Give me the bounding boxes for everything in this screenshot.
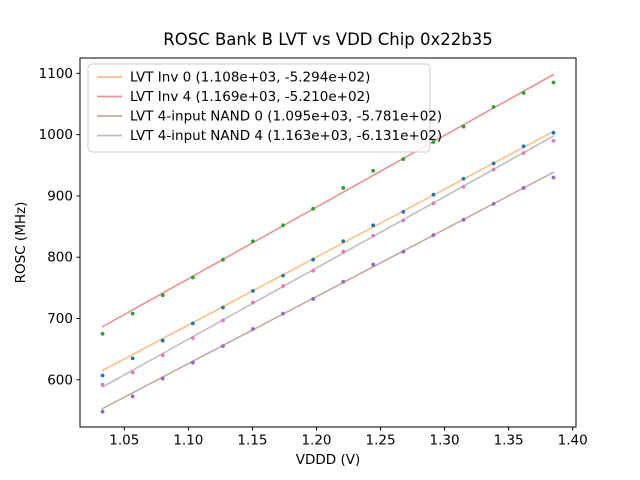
- x-tick-label: 1.20: [301, 433, 331, 449]
- data-point: [431, 201, 436, 206]
- data-point: [491, 161, 496, 166]
- axes-layer: 1.05 1.10 1.15 1.20 1.25 1.30 1.35 1.40 600 700 80…: [39, 57, 588, 449]
- x-tick-label: 1.05: [109, 433, 139, 449]
- data-point: [160, 338, 165, 343]
- data-point: [160, 376, 165, 381]
- legend: LVT Inv 0 (1.108e+03, -5.294e+02) LVT Inv…: [87, 63, 442, 153]
- data-point: [251, 289, 255, 293]
- legend-label: LVT 4-input NAND 0 (1.095e+03, -5.781e+0…: [130, 109, 442, 125]
- legend-label: LVT 4-input NAND 4 (1.163e+03, -6.131e+0…: [130, 128, 442, 144]
- data-point: [281, 311, 285, 316]
- data-point: [341, 186, 346, 190]
- chart-title: ROSC Bank B LVT vs VDD Chip 0x22b35: [163, 30, 493, 49]
- y-tick-label: 900: [47, 188, 73, 204]
- data-point: [100, 373, 105, 378]
- data-point: [130, 370, 135, 375]
- data-point: [311, 206, 316, 211]
- data-point: [251, 327, 255, 331]
- data-point: [190, 321, 195, 326]
- x-tick-label: 1.35: [494, 433, 524, 449]
- data-point: [100, 382, 105, 387]
- data-point: [521, 186, 526, 190]
- fit-line: [101, 73, 555, 328]
- fit-lines-layer: [101, 73, 555, 410]
- data-point: [221, 344, 225, 348]
- data-point: [431, 233, 436, 238]
- data-point: [160, 293, 165, 298]
- data-point: [251, 239, 255, 244]
- data-point: [371, 233, 376, 238]
- legend-label: LVT Inv 0 (1.108e+03, -5.294e+02): [130, 70, 370, 86]
- data-point: [401, 218, 406, 223]
- data-point: [130, 356, 135, 361]
- data-point: [190, 360, 195, 365]
- data-point: [491, 167, 496, 172]
- data-point: [401, 157, 406, 162]
- data-point: [461, 217, 466, 222]
- data-point: [371, 223, 376, 228]
- data-point: [401, 249, 406, 254]
- data-point: [221, 305, 225, 310]
- fit-line: [101, 130, 555, 372]
- y-tick-label: 700: [47, 311, 73, 327]
- data-point: [551, 175, 556, 180]
- scatter-points-layer: [100, 80, 556, 414]
- y-tick-label: 600: [47, 372, 73, 388]
- x-tick-label: 1.15: [237, 433, 267, 449]
- data-point: [130, 394, 135, 399]
- data-point: [371, 168, 376, 173]
- data-point: [190, 275, 195, 280]
- data-point: [431, 192, 436, 197]
- data-point: [551, 80, 556, 85]
- data-point: [100, 409, 105, 414]
- data-point: [311, 296, 316, 301]
- data-point: [341, 239, 346, 244]
- data-point: [281, 284, 285, 288]
- y-tick-label: 1100: [39, 66, 73, 82]
- y-tick-label: 800: [47, 250, 73, 266]
- data-point: [221, 318, 225, 323]
- data-point: [311, 257, 316, 262]
- x-tick-label: 1.25: [365, 433, 395, 449]
- data-point: [311, 268, 316, 273]
- data-point: [190, 336, 195, 341]
- data-point: [491, 201, 496, 206]
- data-point: [521, 151, 526, 155]
- data-point: [281, 223, 285, 228]
- plot-border: [79, 57, 577, 428]
- legend-label: LVT Inv 4 (1.169e+03, -5.210e+02): [130, 89, 370, 105]
- data-point: [160, 353, 165, 358]
- fit-line: [101, 171, 555, 410]
- y-axis-label: ROSC (MHz): [13, 202, 29, 284]
- data-point: [521, 91, 526, 95]
- data-point: [130, 311, 135, 316]
- x-axis-label: VDDD (V): [296, 452, 360, 468]
- data-point: [100, 331, 105, 336]
- data-point: [551, 130, 556, 135]
- fit-line: [101, 135, 555, 388]
- data-point: [461, 184, 466, 189]
- legend-box: [87, 63, 431, 153]
- data-point: [461, 124, 466, 129]
- data-point: [401, 209, 406, 214]
- data-point: [551, 138, 556, 143]
- data-point: [371, 262, 376, 267]
- data-point: [341, 279, 346, 284]
- data-point: [281, 273, 285, 278]
- data-point: [251, 300, 255, 305]
- x-tick-label: 1.30: [430, 433, 460, 449]
- data-point: [491, 105, 496, 109]
- data-point: [221, 257, 225, 262]
- data-point: [341, 249, 346, 254]
- data-point: [431, 140, 436, 144]
- y-tick-label: 1000: [39, 127, 73, 143]
- x-tick-label: 1.40: [558, 433, 588, 449]
- x-tick-label: 1.10: [173, 433, 203, 449]
- data-point: [461, 176, 466, 181]
- data-point: [521, 144, 526, 149]
